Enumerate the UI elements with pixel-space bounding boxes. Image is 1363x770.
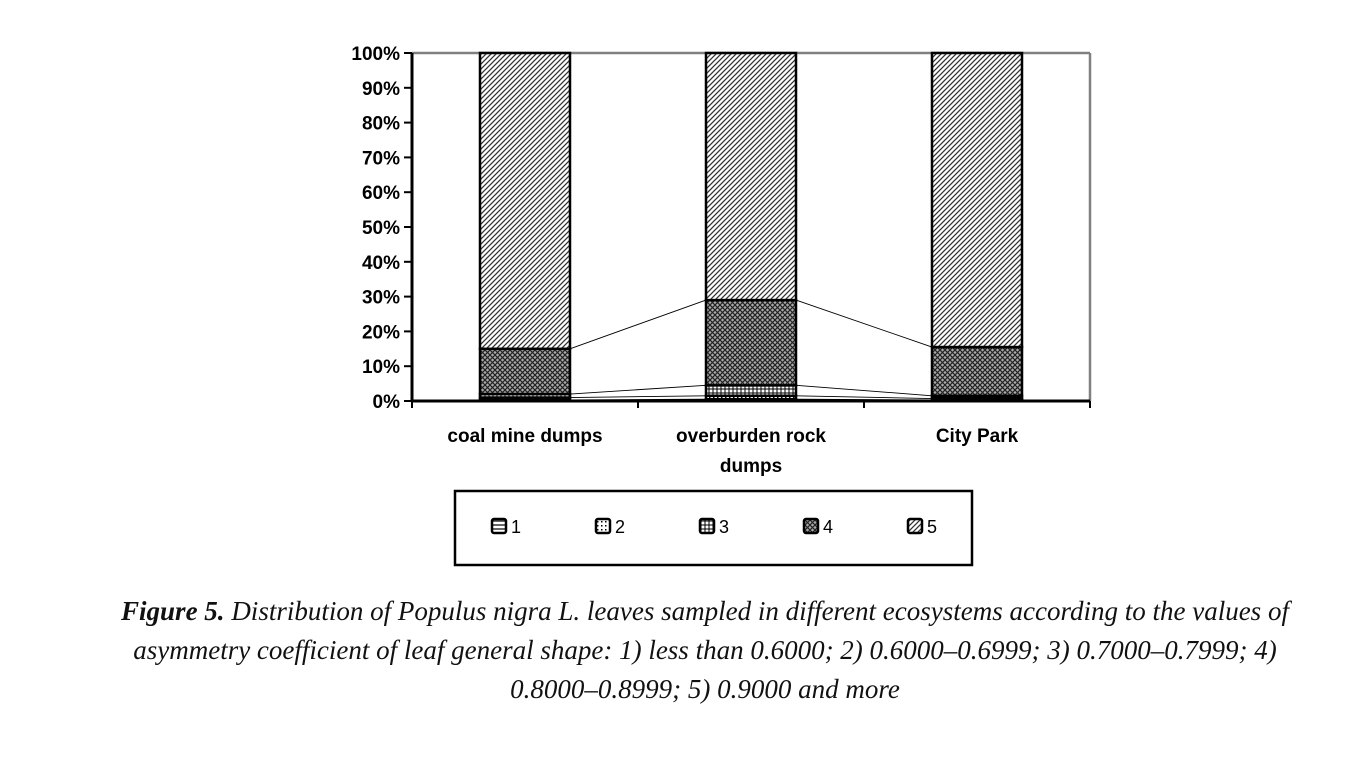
x-category-label-line: dumps <box>720 456 782 477</box>
y-tick-label: 70% <box>362 148 400 169</box>
y-axis-ticks: 0% 10% 20% 30% 40% 50% 60% 70% 80% 90% 100% <box>351 44 412 413</box>
connector-line-series-2 <box>569 395 707 398</box>
connector-line-series-4 <box>569 299 707 350</box>
bar-segment-series-3 <box>704 384 798 398</box>
connector-line-series-4 <box>795 299 933 348</box>
connector-line-series-2 <box>795 395 933 400</box>
x-axis-ticks <box>411 401 1091 408</box>
legend-label-series-5: 5 <box>927 517 937 537</box>
y-tick-label: 0% <box>373 392 401 413</box>
y-tick-label: 90% <box>362 79 400 100</box>
y-tick-label: 40% <box>362 253 400 274</box>
legend-swatch-series-2 <box>594 517 612 535</box>
bar-segment-series-5 <box>930 51 1024 349</box>
x-category-label: coal mine dumps <box>447 426 602 447</box>
y-tick-label: 100% <box>351 44 400 65</box>
bar-segment-series-4 <box>478 347 572 396</box>
legend: 1 2 3 4 5 <box>453 489 974 567</box>
legend-swatch-series-5 <box>906 517 924 535</box>
legend-swatch-series-3 <box>698 517 716 535</box>
bar-segment-series-5 <box>478 51 572 351</box>
legend-swatch-series-1 <box>490 517 508 535</box>
legend-label-series-2: 2 <box>615 517 625 537</box>
bar-segment-series-4 <box>930 345 1024 398</box>
legend-label-series-3: 3 <box>719 517 729 537</box>
connector-line-series-3 <box>569 384 707 395</box>
legend-label-series-1: 1 <box>511 517 521 537</box>
x-category-label: overburden rock dumps <box>676 426 826 477</box>
figure-label: Figure 5. <box>121 596 225 626</box>
x-category-label-line: coal mine dumps <box>447 426 602 447</box>
x-category-label: City Park <box>936 426 1019 447</box>
legend-label-series-4: 4 <box>823 517 833 537</box>
y-tick-label: 50% <box>362 218 400 239</box>
figure-caption: Figure 5. Distribution of Populus nigra … <box>120 592 1290 709</box>
y-tick-label: 80% <box>362 114 400 135</box>
y-tick-label: 20% <box>362 322 400 343</box>
figure-caption-text: Distribution of Populus nigra L. leaves … <box>133 596 1289 704</box>
bar-stacks <box>478 51 1024 403</box>
bar-segment-series-5 <box>704 51 798 302</box>
x-category-label-line: overburden rock <box>676 426 826 447</box>
y-tick-label: 60% <box>362 183 400 204</box>
legend-swatch-series-4 <box>802 517 820 535</box>
y-tick-label: 10% <box>362 357 400 378</box>
y-tick-label: 30% <box>362 288 400 309</box>
x-category-label-line: City Park <box>936 426 1019 447</box>
x-axis-labels: coal mine dumps overburden rock dumps City … <box>447 426 1018 477</box>
bar-segment-series-4 <box>704 298 798 387</box>
connector-line-series-3 <box>795 384 933 397</box>
